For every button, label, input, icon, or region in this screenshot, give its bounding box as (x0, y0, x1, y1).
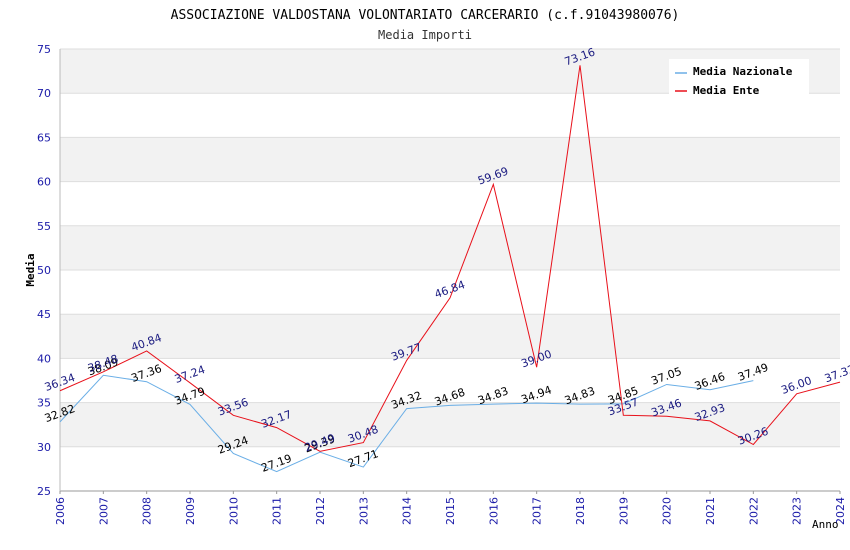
x-tick-2019: 2019 (617, 497, 630, 525)
x-tick-2011: 2011 (271, 497, 284, 525)
legend-label-ente: Media Ente (693, 84, 760, 97)
data-label-ente-2024: 37.32 (823, 362, 850, 385)
x-tick-2023: 2023 (791, 497, 804, 525)
x-tick-2013: 2013 (357, 497, 370, 525)
chart-subtitle: Media Importi (378, 28, 472, 42)
x-tick-labels: 2006 2007 2008 2009 2010 2011 2012 2013 2014 2015… (54, 491, 847, 525)
legend-label-nazionale: Media Nazionale (693, 65, 793, 78)
y-tick-70: 70 (37, 87, 51, 100)
y-tick-55: 55 (37, 220, 51, 233)
x-tick-2006: 2006 (54, 497, 67, 525)
x-tick-2014: 2014 (401, 497, 414, 525)
band-1 (60, 402, 840, 447)
x-tick-2010: 2010 (227, 497, 240, 525)
y-tick-labels: 25 30 35 40 45 50 55 60 65 70 75 (37, 43, 51, 498)
series-lines (59, 65, 841, 473)
x-tick-2017: 2017 (531, 497, 544, 525)
legend-box (669, 59, 809, 98)
legend: Media Nazionale Media Ente (669, 59, 809, 98)
x-tick-2012: 2012 (314, 497, 327, 525)
y-axis-label: Media (24, 253, 37, 286)
x-axis-label: Anno (812, 518, 839, 531)
x-tick-2009: 2009 (184, 497, 197, 525)
y-tick-50: 50 (37, 264, 51, 277)
y-tick-60: 60 (37, 176, 51, 189)
y-tick-65: 65 (37, 131, 51, 144)
x-tick-2020: 2020 (661, 497, 674, 525)
y-tick-25: 25 (37, 485, 51, 498)
y-tick-35: 35 (37, 397, 51, 410)
x-tick-2021: 2021 (704, 497, 717, 525)
x-tick-2018: 2018 (574, 497, 587, 525)
band-7 (60, 137, 840, 182)
x-tick-2022: 2022 (747, 497, 760, 525)
x-tick-2016: 2016 (487, 497, 500, 525)
y-tick-75: 75 (37, 43, 51, 56)
x-tick-2008: 2008 (141, 497, 154, 525)
y-tick-40: 40 (37, 352, 51, 365)
band-3 (60, 314, 840, 359)
band-5 (60, 225, 840, 270)
x-tick-2024: 2024 (834, 497, 847, 525)
chart-title: ASSOCIAZIONE VALDOSTANA VOLONTARIATO CAR… (171, 8, 680, 23)
gridlines (60, 48, 840, 492)
x-tick-2007: 2007 (97, 497, 110, 525)
series-line-nazionale (59, 374, 754, 473)
background-bands (60, 49, 840, 447)
y-tick-45: 45 (37, 308, 51, 321)
series-line-ente (59, 65, 841, 452)
y-tick-30: 30 (37, 441, 51, 454)
x-tick-2015: 2015 (444, 497, 457, 525)
